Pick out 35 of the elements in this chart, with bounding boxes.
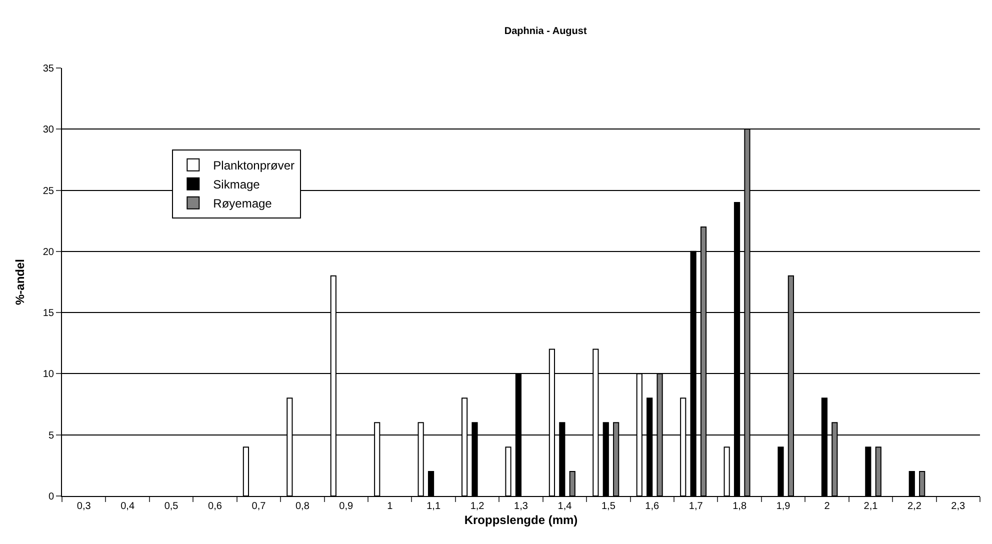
x-tick-label: 2,3 bbox=[951, 501, 966, 512]
x-tick-label: 0,7 bbox=[252, 501, 266, 512]
x-tick-label: 0,3 bbox=[76, 501, 92, 512]
x-tick-label: 0,4 bbox=[120, 501, 135, 512]
legend-label: Sikmage bbox=[213, 178, 260, 192]
x-tick-label: 1,2 bbox=[470, 501, 485, 512]
x-tick-label: 1,7 bbox=[688, 501, 704, 512]
x-tick-label: 1,6 bbox=[645, 501, 660, 512]
x-tick-label: 0,9 bbox=[339, 501, 354, 512]
y-tick-label: 10 bbox=[42, 369, 54, 380]
x-tick-label: 1,3 bbox=[514, 501, 528, 512]
y-tick-label: 30 bbox=[42, 124, 54, 136]
x-axis-title: Kroppslengde (mm) bbox=[464, 512, 578, 527]
x-tick-label: 1,5 bbox=[601, 501, 616, 512]
x-tick-label: 1,1 bbox=[426, 501, 441, 512]
x-tick-label: 2,2 bbox=[907, 501, 922, 512]
x-tick-label: 2,1 bbox=[864, 501, 878, 512]
y-axis-title: %-andel bbox=[13, 258, 28, 306]
x-tick-label: 1,9 bbox=[776, 501, 791, 512]
x-tick-label: 1 bbox=[387, 501, 394, 512]
x-tick-label: 1,8 bbox=[732, 501, 747, 512]
legend-label: Planktonprøver bbox=[213, 158, 295, 172]
y-tick-label: 15 bbox=[42, 308, 54, 320]
y-tick-label: 35 bbox=[42, 64, 54, 74]
x-tick-label: 2 bbox=[824, 501, 830, 512]
y-tick-label: 0 bbox=[48, 492, 54, 502]
x-tick-label: 0,8 bbox=[295, 501, 310, 512]
chart-title: Daphnia - August bbox=[504, 26, 588, 38]
y-tick-label: 5 bbox=[48, 430, 54, 442]
x-tick-label: 0,5 bbox=[164, 501, 179, 512]
y-tick-label: 20 bbox=[42, 246, 54, 258]
y-tick-label: 25 bbox=[42, 186, 54, 197]
x-tick-label: 1,4 bbox=[558, 501, 572, 512]
legend-label: Røyemage bbox=[213, 196, 272, 210]
x-tick-label: 0,6 bbox=[208, 501, 222, 512]
